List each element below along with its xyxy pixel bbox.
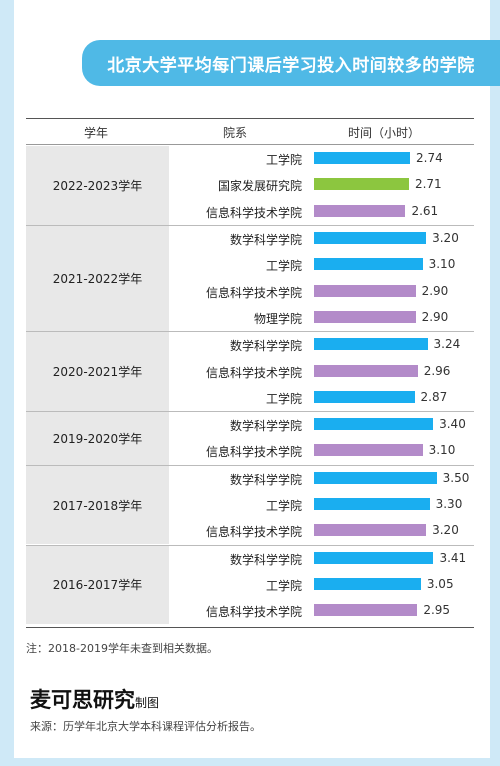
table-bottom-rule bbox=[26, 627, 474, 628]
value-label: 3.05 bbox=[426, 576, 454, 591]
value-label: 2.74 bbox=[416, 151, 443, 166]
year-label: 2019-2020学年 bbox=[26, 412, 169, 465]
bar bbox=[314, 418, 434, 431]
header-year: 学年 bbox=[84, 126, 109, 140]
chart-title: 北京大学平均每门课后学习投入时间较多的学院 bbox=[82, 40, 500, 86]
header-school: 院系 bbox=[223, 126, 248, 140]
header-time: 时间（小时） bbox=[348, 126, 421, 140]
bar bbox=[314, 390, 415, 403]
value-label: 2.71 bbox=[414, 177, 442, 192]
bar bbox=[314, 364, 418, 377]
bar bbox=[314, 551, 434, 564]
school-label: 信息科学技术学院 bbox=[205, 605, 302, 620]
brand-suffix: 制图 bbox=[135, 696, 160, 710]
value-label: 3.24 bbox=[433, 337, 461, 352]
year-label: 2017-2018学年 bbox=[26, 465, 169, 545]
bar bbox=[314, 232, 427, 245]
school-label: 数学科学学院 bbox=[229, 419, 302, 434]
bar bbox=[314, 577, 421, 590]
year-label: 2020-2021学年 bbox=[26, 332, 169, 411]
value-label: 3.20 bbox=[432, 523, 459, 538]
bar bbox=[314, 258, 423, 271]
value-label: 3.41 bbox=[439, 550, 467, 565]
bar bbox=[314, 444, 423, 457]
value-label: 2.96 bbox=[423, 363, 451, 378]
value-label: 3.40 bbox=[439, 417, 466, 432]
source-note: 来源：历学年北京大学本科课程评估分析报告。 bbox=[30, 720, 261, 733]
school-label: 数学科学学院 bbox=[229, 339, 302, 354]
value-label: 3.50 bbox=[442, 470, 470, 485]
bar bbox=[314, 204, 406, 217]
brand-logo: 麦可思研究制图 bbox=[30, 684, 159, 714]
bar bbox=[314, 604, 418, 617]
value-label: 3.20 bbox=[432, 231, 459, 246]
footnote: 注：2018-2019学年未查到相关数据。 bbox=[26, 642, 218, 655]
school-label: 工学院 bbox=[265, 578, 302, 593]
brand-name: 麦可思研究 bbox=[30, 688, 135, 712]
group-divider bbox=[26, 464, 474, 466]
bar bbox=[314, 471, 437, 484]
value-label: 2.95 bbox=[423, 603, 451, 618]
school-label: 数学科学学院 bbox=[229, 233, 302, 248]
bottom-decor-bar bbox=[0, 758, 500, 766]
bar bbox=[314, 524, 427, 537]
school-label: 国家发展研究院 bbox=[217, 179, 302, 194]
group-divider bbox=[26, 411, 474, 412]
year-label: 2022-2023学年 bbox=[26, 146, 169, 225]
school-label: 工学院 bbox=[265, 259, 302, 274]
value-label: 3.10 bbox=[428, 443, 456, 458]
school-label: 信息科学技术学院 bbox=[205, 445, 302, 460]
school-label: 物理学院 bbox=[253, 311, 302, 326]
school-label: 信息科学技术学院 bbox=[205, 285, 302, 300]
school-label: 信息科学技术学院 bbox=[205, 205, 302, 220]
value-label: 3.10 bbox=[428, 257, 456, 272]
value-label: 2.90 bbox=[421, 309, 449, 324]
bar bbox=[314, 178, 409, 191]
table-header: 学年 院系 时间（小时） bbox=[26, 118, 474, 145]
school-label: 工学院 bbox=[265, 153, 302, 168]
school-label: 信息科学技术学院 bbox=[205, 365, 302, 380]
right-decor-bar bbox=[490, 0, 500, 766]
school-label: 数学科学学院 bbox=[229, 472, 302, 487]
bar bbox=[314, 310, 416, 323]
group-divider bbox=[26, 544, 474, 546]
year-label: 2016-2017学年 bbox=[26, 545, 169, 625]
group-divider bbox=[26, 331, 474, 333]
school-label: 数学科学学院 bbox=[229, 552, 302, 567]
bar bbox=[314, 338, 428, 351]
bar bbox=[314, 498, 430, 511]
value-label: 2.61 bbox=[411, 203, 439, 218]
school-label: 工学院 bbox=[265, 499, 302, 514]
year-label: 2021-2022学年 bbox=[26, 225, 169, 332]
value-label: 2.87 bbox=[420, 389, 448, 404]
school-label: 工学院 bbox=[265, 391, 302, 406]
value-label: 3.30 bbox=[435, 497, 463, 512]
bar bbox=[314, 284, 416, 297]
school-label: 信息科学技术学院 bbox=[205, 525, 302, 540]
left-decor-bar bbox=[0, 0, 14, 766]
bar bbox=[314, 152, 410, 165]
value-label: 2.90 bbox=[421, 283, 449, 298]
group-divider bbox=[26, 224, 474, 226]
